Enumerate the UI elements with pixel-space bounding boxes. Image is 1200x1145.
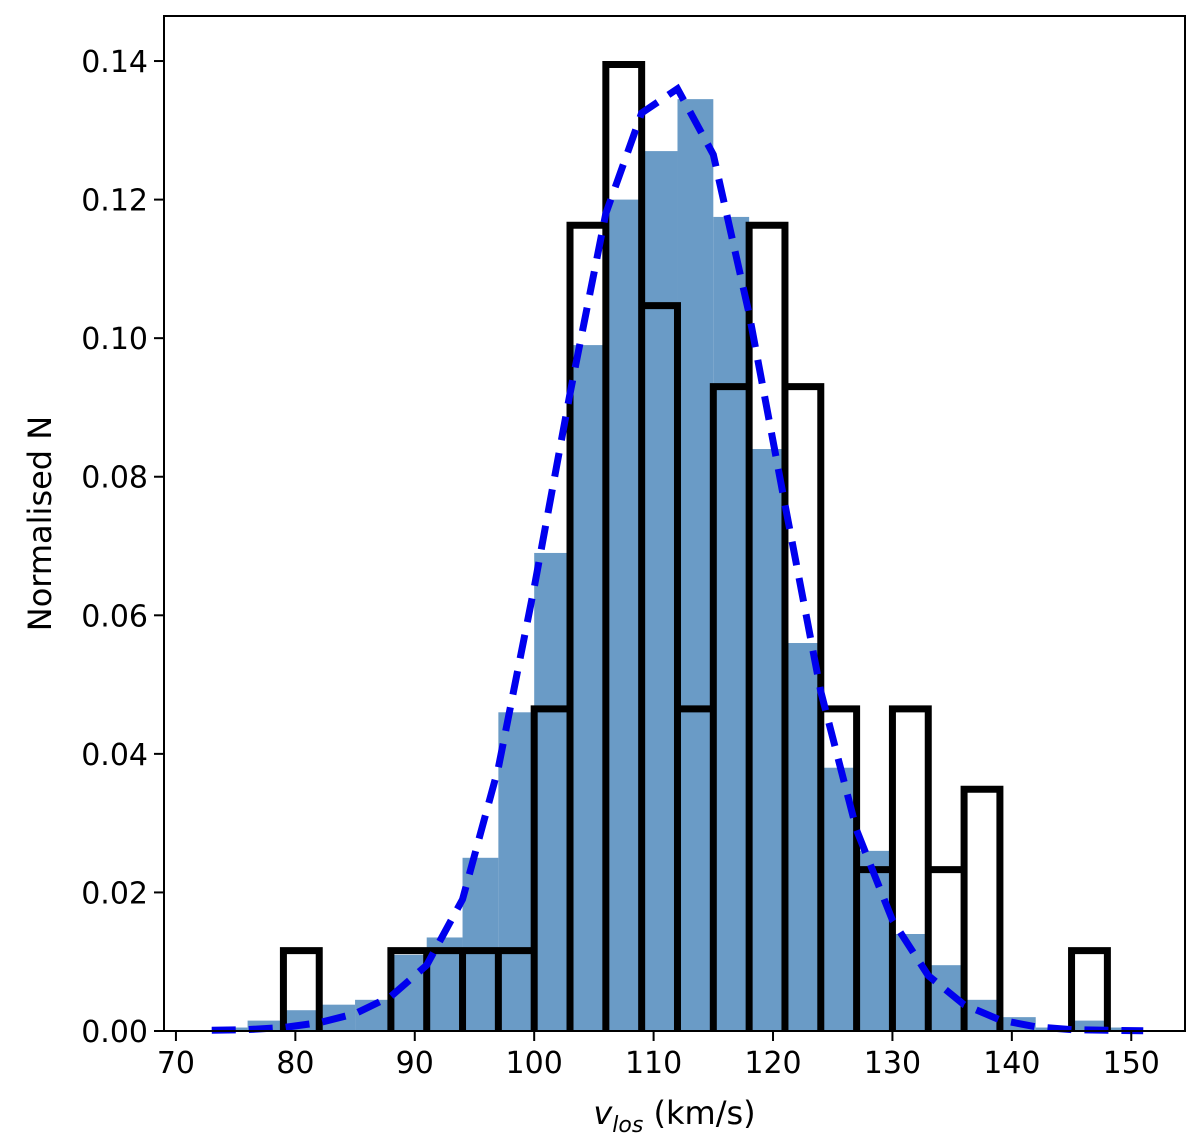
filled-bar: [1071, 1020, 1108, 1031]
y-tick-label: 0.06: [81, 599, 148, 634]
x-axis-label-unit: (km/s): [643, 1094, 755, 1132]
y-tick-label: 0.10: [81, 322, 148, 357]
x-axis-label-var: v: [593, 1094, 613, 1132]
x-tick-label: 100: [506, 1046, 563, 1081]
filled-bar: [605, 199, 642, 1031]
x-tick-label: 110: [625, 1046, 682, 1081]
y-tick-label: 0.12: [81, 184, 148, 219]
plot-frame: [163, 15, 1186, 1032]
filled-bar: [784, 643, 821, 1031]
y-tick-label: 0.00: [81, 1015, 148, 1050]
y-tick-label: 0.08: [81, 461, 148, 496]
filled-bar: [534, 552, 571, 1031]
x-tick-label: 150: [1103, 1046, 1160, 1081]
filled-bar: [677, 99, 714, 1031]
y-axis: 0.00 0.02 0.04 0.06 0.08 0.10 0.12 0.14: [81, 45, 164, 1050]
y-tick-label: 0.04: [81, 738, 148, 773]
x-tick-label: 90: [396, 1046, 434, 1081]
x-tick-label: 120: [744, 1046, 801, 1081]
x-tick-label: 130: [864, 1046, 921, 1081]
x-tick-label: 70: [157, 1046, 195, 1081]
filled-bar: [570, 345, 606, 1031]
x-axis-label: vlos (km/s): [593, 1094, 755, 1138]
x-axis-label-sub: los: [612, 1113, 643, 1138]
y-tick-label: 0.14: [81, 45, 148, 80]
filled-bar: [498, 712, 535, 1031]
y-tick-label: 0.02: [81, 876, 148, 911]
gaussian-fit-curve: [211, 83, 1144, 1035]
filled-bar: [641, 151, 678, 1031]
filled-bar: [749, 449, 785, 1031]
filled-bar: [713, 216, 750, 1031]
x-tick-label: 80: [276, 1046, 314, 1081]
x-axis: 70 80 90 100 110 120 130 140 150: [157, 1031, 1160, 1081]
y-axis-label: Normalised N: [21, 416, 59, 631]
x-tick-label: 140: [983, 1046, 1040, 1081]
filled-bar: [462, 857, 499, 1031]
